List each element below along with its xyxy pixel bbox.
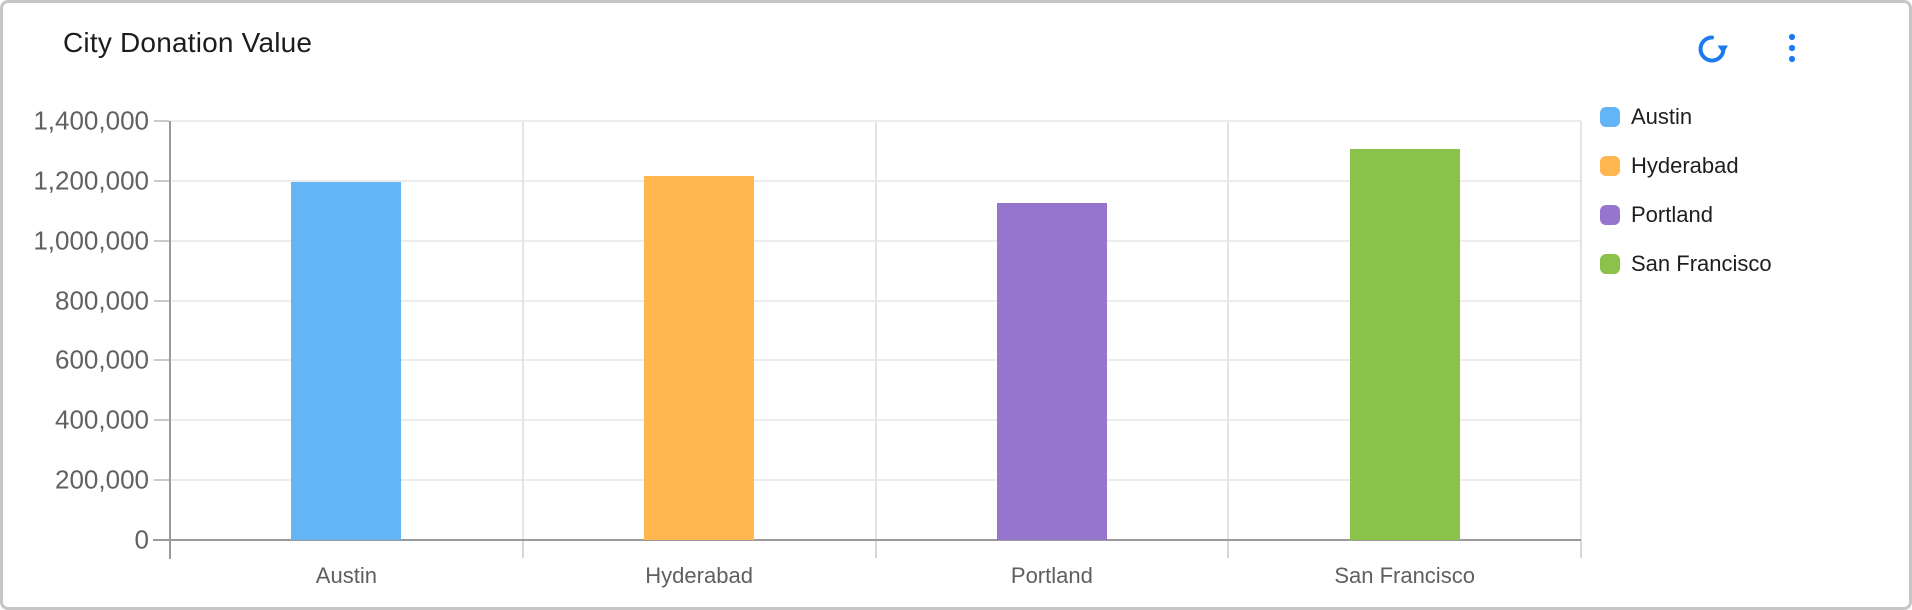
legend-item-austin[interactable]: Austin (1600, 104, 1772, 129)
legend-item-san-francisco[interactable]: San Francisco (1600, 251, 1772, 276)
page-title: City Donation Value (63, 27, 313, 58)
y-axis-tick-label: 0 (134, 524, 149, 555)
x-axis-tick (521, 540, 524, 558)
legend-swatch-san-francisco (1600, 254, 1620, 274)
bar-chart-plot-area: 0 200,000 400,000 600,000 800,000 1,000,000 1,… (33, 106, 1582, 588)
y-axis-tick-label: 200,000 (55, 464, 149, 495)
y-axis-tick-label: 400,000 (55, 404, 149, 435)
legend-label: Hyderabad (1631, 153, 1739, 178)
category-boundary-line (1227, 121, 1230, 540)
legend-item-portland[interactable]: Portland (1600, 202, 1772, 227)
x-axis-line (153, 539, 1581, 541)
legend-swatch-hyderabad (1600, 156, 1620, 176)
x-axis-category-label: San Francisco (1334, 563, 1475, 588)
legend-label: Portland (1631, 202, 1713, 227)
refresh-icon (1696, 33, 1728, 68)
refresh-button[interactable] (1695, 33, 1729, 67)
y-axis-line (169, 121, 171, 559)
y-axis-tick (154, 239, 169, 242)
x-axis-tick (874, 540, 877, 558)
y-axis-tick (154, 479, 169, 482)
category-boundary-line (1580, 121, 1582, 540)
y-axis-tick-label: 800,000 (55, 285, 149, 316)
y-axis-tick-label: 1,200,000 (33, 165, 149, 196)
bar-hyderabad[interactable] (644, 176, 755, 540)
kebab-menu-button[interactable] (1775, 33, 1809, 67)
x-axis-tick (1580, 540, 1582, 558)
kebab-menu-icon (1786, 32, 1798, 69)
category-boundary-line (521, 121, 524, 540)
bar-portland[interactable] (996, 203, 1107, 540)
x-axis-category-label: Hyderabad (645, 563, 753, 588)
category-boundary-line (874, 121, 877, 540)
chart-legend: Austin Hyderabad Portland San Francisco (1600, 104, 1772, 303)
bar-austin[interactable] (291, 182, 402, 540)
legend-swatch-portland (1600, 205, 1620, 225)
x-axis-tick (1227, 540, 1230, 558)
legend-label: San Francisco (1631, 251, 1772, 276)
y-axis-tick-label: 1,400,000 (33, 105, 149, 136)
y-axis-tick-label: 600,000 (55, 344, 149, 375)
y-axis-tick (154, 120, 169, 122)
y-axis-tick (154, 179, 169, 182)
bar-san-francisco[interactable] (1349, 149, 1460, 540)
y-axis-tick (154, 419, 169, 422)
card-toolbar (1695, 33, 1809, 67)
legend-item-hyderabad[interactable]: Hyderabad (1600, 153, 1772, 178)
x-axis-category-label: Austin (315, 563, 377, 588)
y-axis-tick (154, 359, 169, 362)
x-axis-category-label: Portland (1010, 563, 1093, 588)
legend-swatch-austin (1600, 107, 1620, 127)
y-axis-tick-label: 1,000,000 (33, 225, 149, 256)
y-axis-tick (154, 299, 169, 302)
legend-label: Austin (1631, 104, 1693, 129)
